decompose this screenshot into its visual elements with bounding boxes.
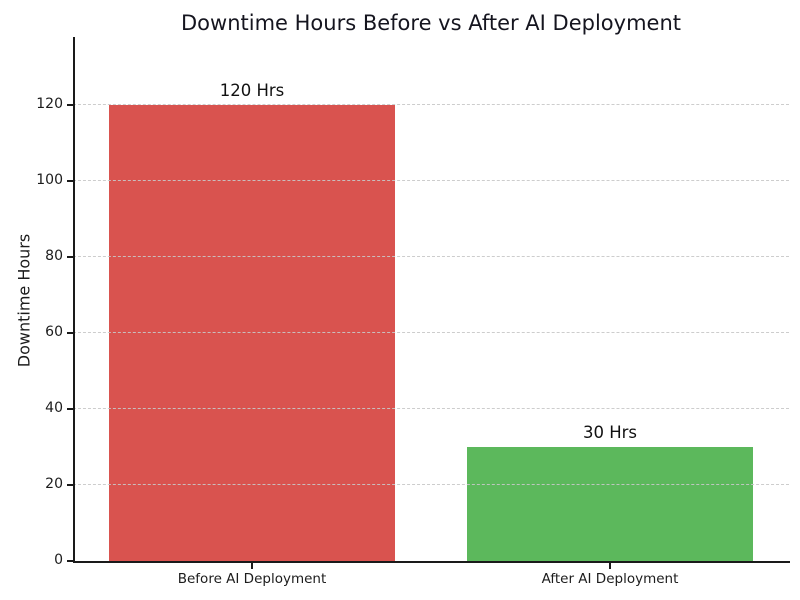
y-tick-mark-0 — [67, 560, 73, 562]
bottom-spine — [73, 561, 790, 563]
y-tick-label-60: 60 — [45, 324, 63, 341]
x-tick-mark-0 — [251, 563, 253, 569]
y-tick-label-80: 80 — [45, 248, 63, 265]
gridline-y60 — [73, 332, 789, 334]
bar-value-label-1: 30 Hrs — [582, 423, 638, 443]
y-tick-label-0: 0 — [54, 552, 63, 568]
chart-title: Downtime Hours Before vs After AI Deploy… — [181, 11, 681, 35]
y-tick-mark-120 — [67, 104, 73, 107]
bar-1 — [466, 447, 754, 561]
bar-value-label-0: 120 Hrs — [219, 81, 285, 101]
gridline-y80 — [73, 256, 789, 258]
y-tick-mark-80 — [67, 256, 73, 259]
y-tick-label-20: 20 — [45, 476, 63, 493]
y-tick-mark-20 — [67, 484, 73, 487]
y-tick-label-120: 120 — [36, 96, 63, 113]
y-tick-label-40: 40 — [45, 400, 63, 417]
x-tick-mark-1 — [609, 563, 611, 569]
y-tick-mark-40 — [67, 408, 73, 411]
gridline-y40 — [73, 408, 789, 410]
gridline-y120 — [73, 104, 789, 106]
y-tick-label-100: 100 — [36, 172, 63, 189]
left-spine — [73, 37, 75, 563]
y-tick-mark-60 — [67, 332, 73, 335]
x-tick-label-0: Before AI Deployment — [177, 571, 327, 587]
gridline-y20 — [73, 484, 789, 486]
x-tick-label-1: After AI Deployment — [541, 571, 679, 587]
y-tick-mark-100 — [67, 180, 73, 183]
gridline-y100 — [73, 180, 789, 182]
